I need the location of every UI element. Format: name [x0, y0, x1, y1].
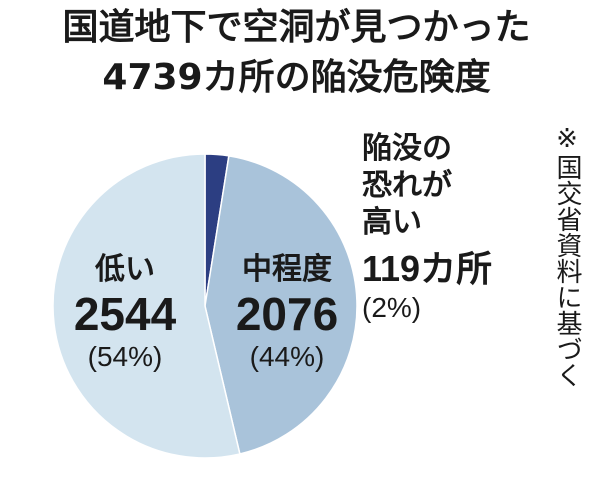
slice-label-high: 陥没の 恐れが 高い 119カ所 (2%)	[362, 130, 527, 325]
slice-value-medium: 2076	[235, 288, 339, 340]
slice-category-high-line3: 高い	[362, 205, 422, 240]
slice-percent-high: (2%)	[362, 292, 422, 323]
slice-label-low: 低い 2544 (54%)	[55, 252, 195, 374]
slice-category-high-line1: 陥没の	[362, 131, 452, 166]
slice-label-medium: 中程度 2076 (44%)	[212, 252, 362, 374]
chart-subtitle: 4739カ所の陥没危険度	[102, 57, 491, 98]
slice-category-medium: 中程度	[242, 252, 332, 287]
slice-value-low: 2544	[73, 288, 177, 340]
pie-slice-low	[52, 153, 241, 459]
slice-percent-medium: (44%)	[249, 341, 325, 372]
slice-category-low: 低い	[95, 252, 155, 287]
pie-slice-medium	[204, 155, 358, 455]
chart-title: 国道地下で空洞が見つかった	[62, 7, 531, 48]
source-note: ※国交省資料に基づく	[552, 124, 582, 388]
slice-percent-low: (54%)	[87, 341, 163, 372]
slice-category-high-line2: 恐れが	[362, 168, 452, 203]
slice-value-high: 119カ所	[362, 248, 493, 289]
